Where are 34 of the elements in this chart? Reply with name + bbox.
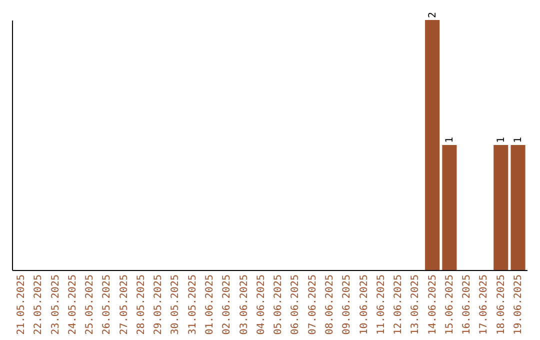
x-tick-label: 23.05.2025	[50, 274, 62, 335]
x-tick-label: 29.05.2025	[153, 274, 164, 335]
x-tick-label: 09.06.2025	[342, 274, 353, 335]
x-tick-label: 11.06.2025	[376, 274, 387, 335]
x-tick-label: 05.06.2025	[273, 274, 284, 335]
x-tick-label: 16.06.2025	[462, 274, 473, 335]
x-tick-label: 15.06.2025	[444, 274, 456, 335]
x-tick-label: 03.06.2025	[238, 274, 250, 335]
x-tick-label: 27.05.2025	[118, 274, 130, 335]
x-tick-label: 13.06.2025	[410, 274, 422, 335]
x-tick-label: 28.05.2025	[136, 274, 147, 335]
x-tick-label: 22.05.2025	[33, 274, 44, 335]
data-label: 1	[513, 136, 524, 143]
x-tick-label: 17.06.2025	[478, 274, 490, 335]
x-tick-label: 07.06.2025	[307, 274, 318, 335]
x-tick-label: 21.05.2025	[16, 274, 27, 335]
x-tick-label: 19.06.2025	[513, 274, 524, 335]
x-tick-label: 02.06.2025	[222, 274, 233, 335]
x-tick-label: 14.06.2025	[427, 274, 438, 335]
x-tick-label: 10.06.2025	[358, 274, 370, 335]
x-tick-label: 31.05.2025	[187, 274, 198, 335]
x-tick-label: 06.06.2025	[290, 274, 302, 335]
data-label: 1	[496, 136, 507, 143]
x-tick-label: 12.06.2025	[393, 274, 404, 335]
x-tick-label: 01.06.2025	[204, 274, 216, 335]
data-label: 2	[427, 12, 438, 18]
x-tick-label: 18.06.2025	[496, 274, 507, 335]
data-label: 1	[444, 136, 456, 143]
x-tick-label: 04.06.2025	[256, 274, 267, 335]
x-tick-label: 25.05.2025	[84, 274, 96, 335]
x-tick-label: 24.05.2025	[67, 274, 78, 335]
x-tick-label: 26.05.2025	[102, 274, 113, 335]
x-tick-label: 08.06.2025	[324, 274, 336, 335]
x-tick-label: 30.05.2025	[170, 274, 182, 335]
